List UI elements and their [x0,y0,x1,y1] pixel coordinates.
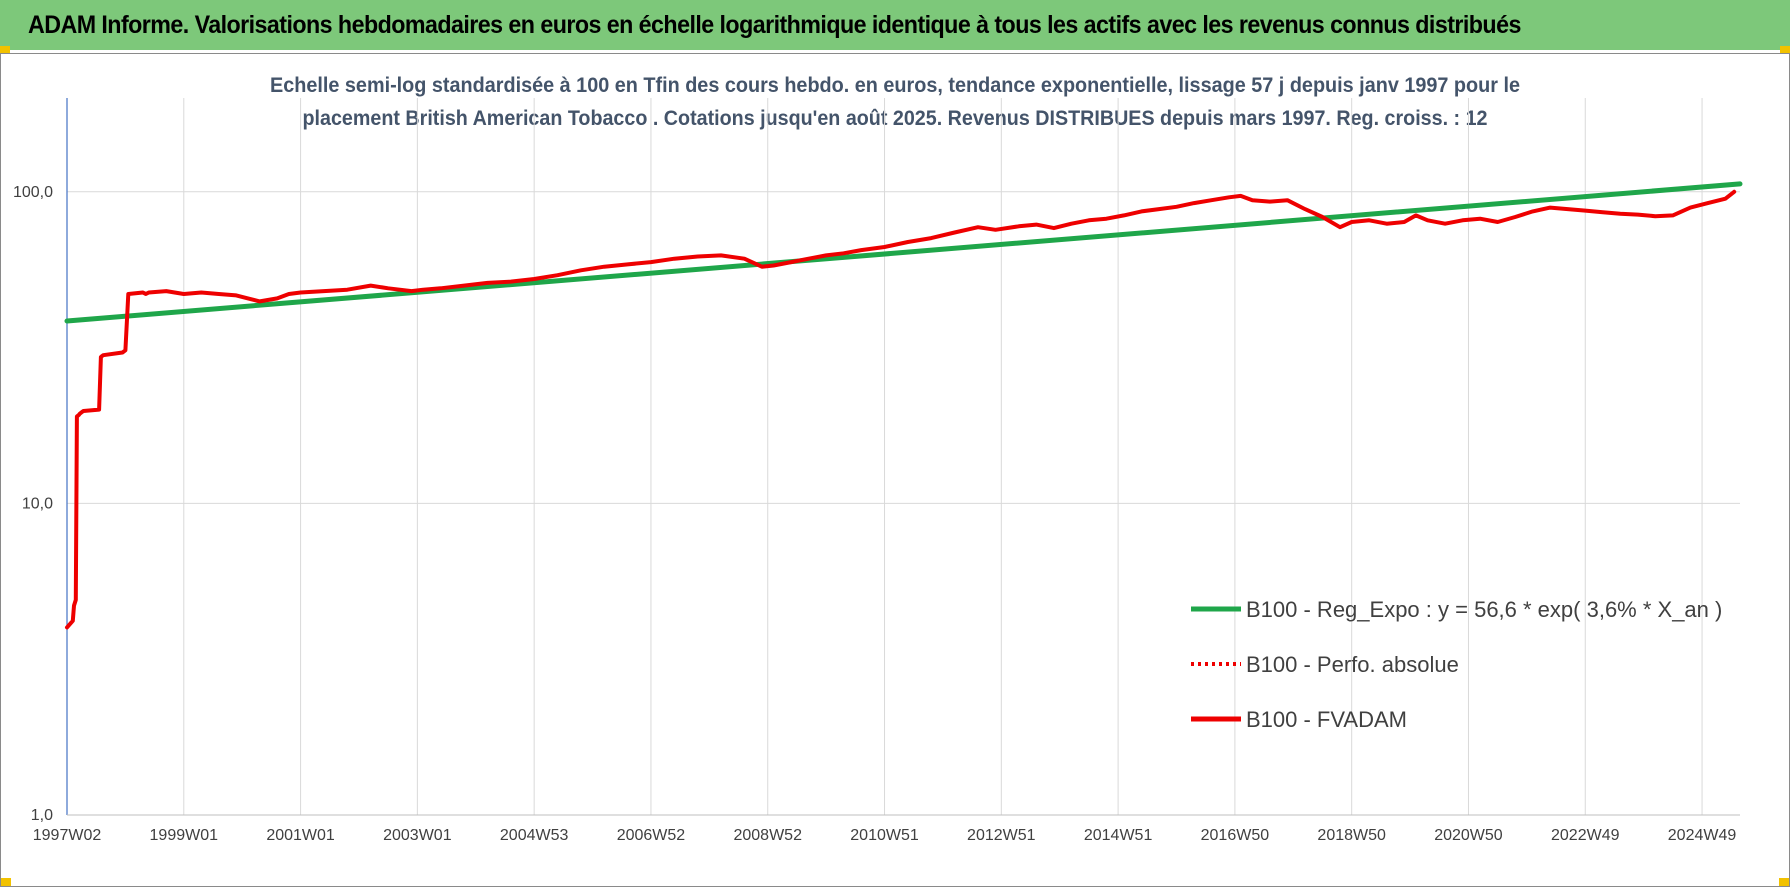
x-tick-label: 2020W50 [1434,827,1503,844]
x-tick-label: 2018W50 [1317,827,1386,844]
legend-label: B100 - Reg_Expo : y = 56,6 * exp( 3,6% *… [1246,597,1722,622]
x-tick-label: 1999W01 [150,827,219,844]
x-tick-label: 2004W53 [500,827,569,844]
y-tick-label: 1,0 [31,807,53,824]
chart-frame: Echelle semi-log standardisée à 100 en T… [0,53,1790,887]
x-tick-label: 2006W52 [617,827,686,844]
legend-label: B100 - Perfo. absolue [1246,652,1459,677]
y-tick-label: 100,0 [13,184,53,201]
x-tick-label: 2012W51 [967,827,1036,844]
x-tick-label: 2010W51 [850,827,919,844]
x-tick-label: 2008W52 [733,827,802,844]
y-tick-label: 10,0 [22,495,53,512]
x-tick-label: 2014W51 [1084,827,1153,844]
series-line-regression [64,181,1743,324]
x-tick-label: 1997W02 [33,827,102,844]
series-line-fvadam [65,189,1737,630]
corner-marker [1780,46,1790,54]
chart-title-line: placement British American Tobacco . Cot… [303,107,1488,130]
corner-marker [0,46,10,54]
chart-plot: Echelle semi-log standardisée à 100 en T… [13,74,1743,844]
corner-marker [1779,878,1789,886]
report-banner: ADAM Informe. Valorisations hebdomadaire… [0,0,1790,50]
x-tick-label: 2022W49 [1551,827,1620,844]
x-tick-label: 2001W01 [266,827,335,844]
chart-title-line: Echelle semi-log standardisée à 100 en T… [270,74,1520,97]
x-tick-label: 2024W49 [1668,827,1737,844]
report-title: ADAM Informe. Valorisations hebdomadaire… [28,10,1521,39]
x-tick-label: 2003W01 [383,827,452,844]
legend-label: B100 - FVADAM [1246,707,1407,732]
x-tick-label: 2016W50 [1201,827,1270,844]
corner-marker [1,878,11,886]
